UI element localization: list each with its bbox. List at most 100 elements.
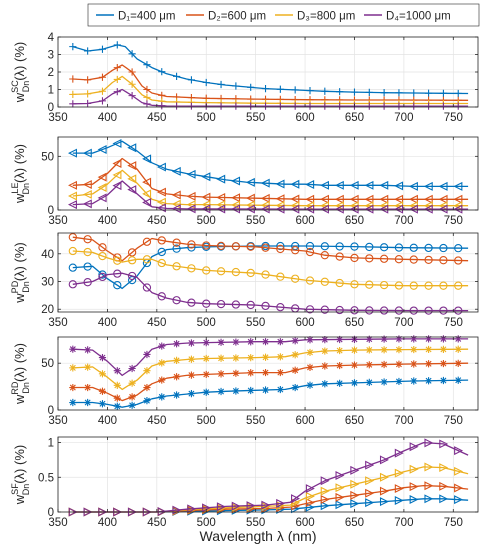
data-marker: [305, 498, 315, 508]
x-tick-label: 500: [197, 112, 216, 124]
x-tick-label: 650: [345, 112, 364, 124]
data-marker: [439, 494, 449, 504]
data-marker: [261, 386, 270, 394]
data-marker: [216, 267, 226, 276]
data-marker: [67, 200, 77, 210]
x-tick-label: 450: [147, 215, 166, 227]
data-marker: [365, 88, 373, 96]
data-marker: [305, 276, 315, 285]
data-marker: [365, 242, 374, 252]
data-marker: [112, 138, 122, 148]
data-marker: [321, 347, 329, 355]
data-marker: [424, 89, 433, 97]
data-marker: [247, 102, 255, 110]
data-marker: [127, 271, 137, 281]
data-marker: [69, 345, 77, 353]
data-marker: [127, 248, 137, 257]
series-4: [68, 269, 469, 315]
data-marker: [395, 89, 403, 97]
data-marker: [321, 87, 329, 95]
data-marker: [424, 102, 433, 110]
data-marker: [202, 370, 210, 379]
data-marker: [217, 102, 225, 110]
x-tick-label: 750: [444, 112, 463, 124]
data-marker: [291, 102, 299, 110]
data-marker: [68, 233, 77, 242]
series-3: [68, 246, 469, 290]
data-marker: [410, 345, 418, 354]
data-marker: [379, 204, 389, 214]
series-2: [69, 359, 469, 402]
data-marker: [305, 484, 315, 494]
y-tick-label: 3: [48, 50, 54, 62]
series-line: [72, 441, 469, 513]
data-marker: [246, 300, 255, 310]
data-marker: [379, 194, 389, 204]
data-marker: [320, 495, 330, 504]
y-tick-label: 0: [48, 405, 54, 417]
data-marker: [394, 243, 404, 252]
data-marker: [423, 181, 433, 191]
data-marker: [395, 377, 403, 386]
data-marker: [380, 378, 388, 386]
data-marker: [231, 204, 241, 214]
data-marker: [231, 176, 241, 186]
x-tick-label: 350: [48, 317, 67, 329]
series-line: [72, 466, 469, 513]
data-marker: [187, 102, 196, 110]
data-marker: [334, 194, 344, 204]
data-marker: [82, 180, 92, 189]
data-marker: [128, 379, 136, 387]
legend-label: D₃=800 μm: [297, 11, 355, 23]
data-marker: [127, 185, 137, 195]
x-tick-label: 550: [246, 517, 265, 529]
x-tick-label: 450: [147, 317, 166, 329]
data-marker: [306, 348, 314, 357]
data-marker: [157, 258, 166, 268]
series-4: [68, 438, 469, 517]
data-marker: [276, 385, 284, 394]
data-marker: [394, 306, 404, 315]
series-line: [72, 245, 469, 290]
data-marker: [98, 73, 107, 81]
data-marker: [320, 501, 330, 511]
data-marker: [321, 336, 329, 344]
panel-sc: 350 400 450 500 550 600 650 700 750 0 1 2 3 4 wSCDn(λ)…: [10, 32, 479, 124]
data-marker: [97, 193, 107, 203]
data-marker: [454, 102, 462, 110]
data-marker: [336, 379, 344, 387]
data-marker: [394, 204, 404, 214]
panel-rd: 350 400 450 500 550 600 650 700 750 0 50 wRDDn(λ) (…: [10, 335, 479, 427]
data-marker: [201, 200, 211, 210]
data-marker: [379, 497, 389, 507]
x-tick-label: 650: [345, 415, 364, 427]
y-tick-label: 40: [41, 249, 54, 261]
data-marker: [291, 351, 299, 359]
data-marker: [84, 99, 92, 108]
data-marker: [424, 360, 433, 368]
data-marker: [187, 371, 196, 379]
data-marker: [276, 338, 284, 346]
data-marker: [187, 355, 196, 363]
data-marker: [247, 338, 255, 346]
data-marker: [69, 90, 77, 98]
data-marker: [334, 180, 344, 190]
series-2: [67, 157, 469, 204]
x-tick-label: 600: [295, 317, 314, 329]
data-marker: [98, 370, 107, 378]
data-marker: [186, 200, 196, 210]
y-axis-label: wPDDn(λ) (%): [10, 242, 31, 303]
data-marker: [319, 204, 329, 214]
x-axis-label: Wavelength λ (nm): [200, 528, 317, 544]
data-marker: [439, 102, 448, 110]
data-marker: [171, 199, 181, 209]
data-marker: [409, 464, 419, 474]
y-tick-label: 20: [41, 304, 54, 316]
data-marker: [158, 102, 166, 110]
data-marker: [128, 401, 136, 409]
data-marker: [83, 235, 92, 244]
x-tick-label: 550: [246, 215, 265, 227]
x-tick-label: 600: [295, 517, 314, 529]
x-tick-label: 750: [444, 317, 463, 329]
series-1: [69, 376, 469, 410]
